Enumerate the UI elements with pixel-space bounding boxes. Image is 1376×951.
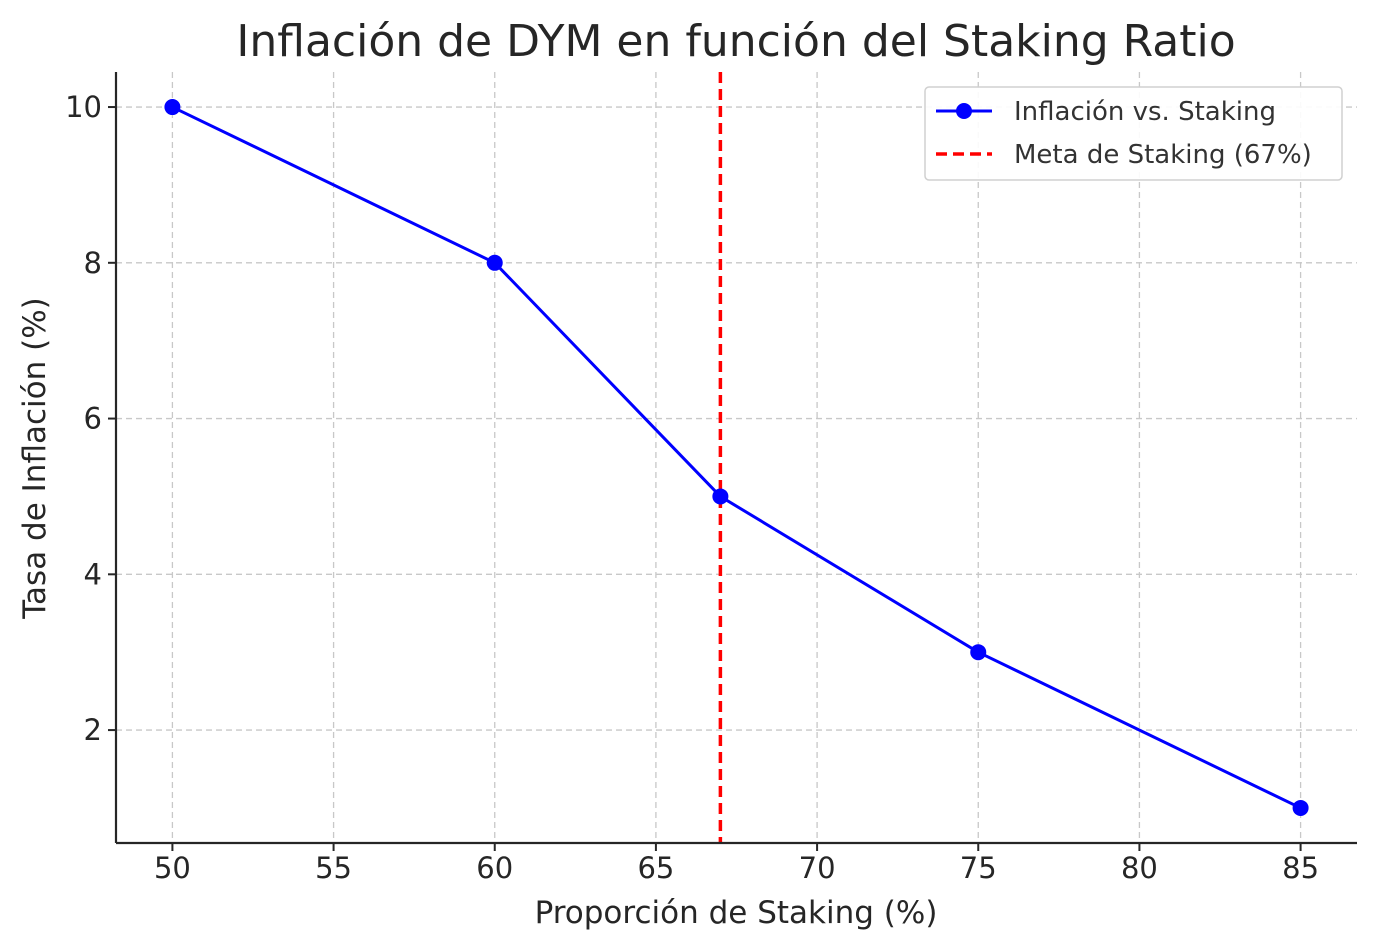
y-tick-label: 4 xyxy=(84,557,102,591)
data-point xyxy=(970,644,987,661)
y-tick-label: 6 xyxy=(84,402,102,436)
legend-label-series: Inflación vs. Staking xyxy=(1014,97,1276,127)
x-tick-label: 65 xyxy=(637,851,674,885)
data-point xyxy=(164,99,181,116)
grid-lines xyxy=(116,72,1357,843)
y-tick-label: 2 xyxy=(84,713,102,747)
axes xyxy=(114,72,1357,845)
chart-title: Inflación de DYM en función del Staking … xyxy=(236,16,1235,67)
data-point xyxy=(486,254,503,271)
y-tick-label: 8 xyxy=(84,246,102,280)
data-point xyxy=(712,488,729,505)
legend: Inflación vs. Staking Meta de Staking (6… xyxy=(924,86,1343,181)
data-point xyxy=(1292,799,1309,816)
legend-marker-series xyxy=(956,103,972,119)
x-tick-label: 55 xyxy=(315,851,352,885)
x-tick-label: 80 xyxy=(1121,851,1158,885)
y-axis-label: Tasa de Inflación (%) xyxy=(17,297,53,620)
x-tick-label: 85 xyxy=(1282,851,1319,885)
legend-box xyxy=(924,86,1343,181)
x-tick-label: 60 xyxy=(476,851,513,885)
y-tick-label: 10 xyxy=(65,90,102,124)
axis-ticks: 50 55 60 65 70 75 80 85 2 4 6 8 10 xyxy=(65,90,1319,885)
x-tick-label: 75 xyxy=(960,851,997,885)
data-series xyxy=(164,99,1309,816)
series-line xyxy=(171,105,1302,810)
legend-label-reference: Meta de Staking (67%) xyxy=(1014,140,1312,170)
x-tick-label: 50 xyxy=(154,851,191,885)
x-axis-label: Proporción de Staking (%) xyxy=(535,895,938,931)
x-tick-label: 70 xyxy=(799,851,836,885)
